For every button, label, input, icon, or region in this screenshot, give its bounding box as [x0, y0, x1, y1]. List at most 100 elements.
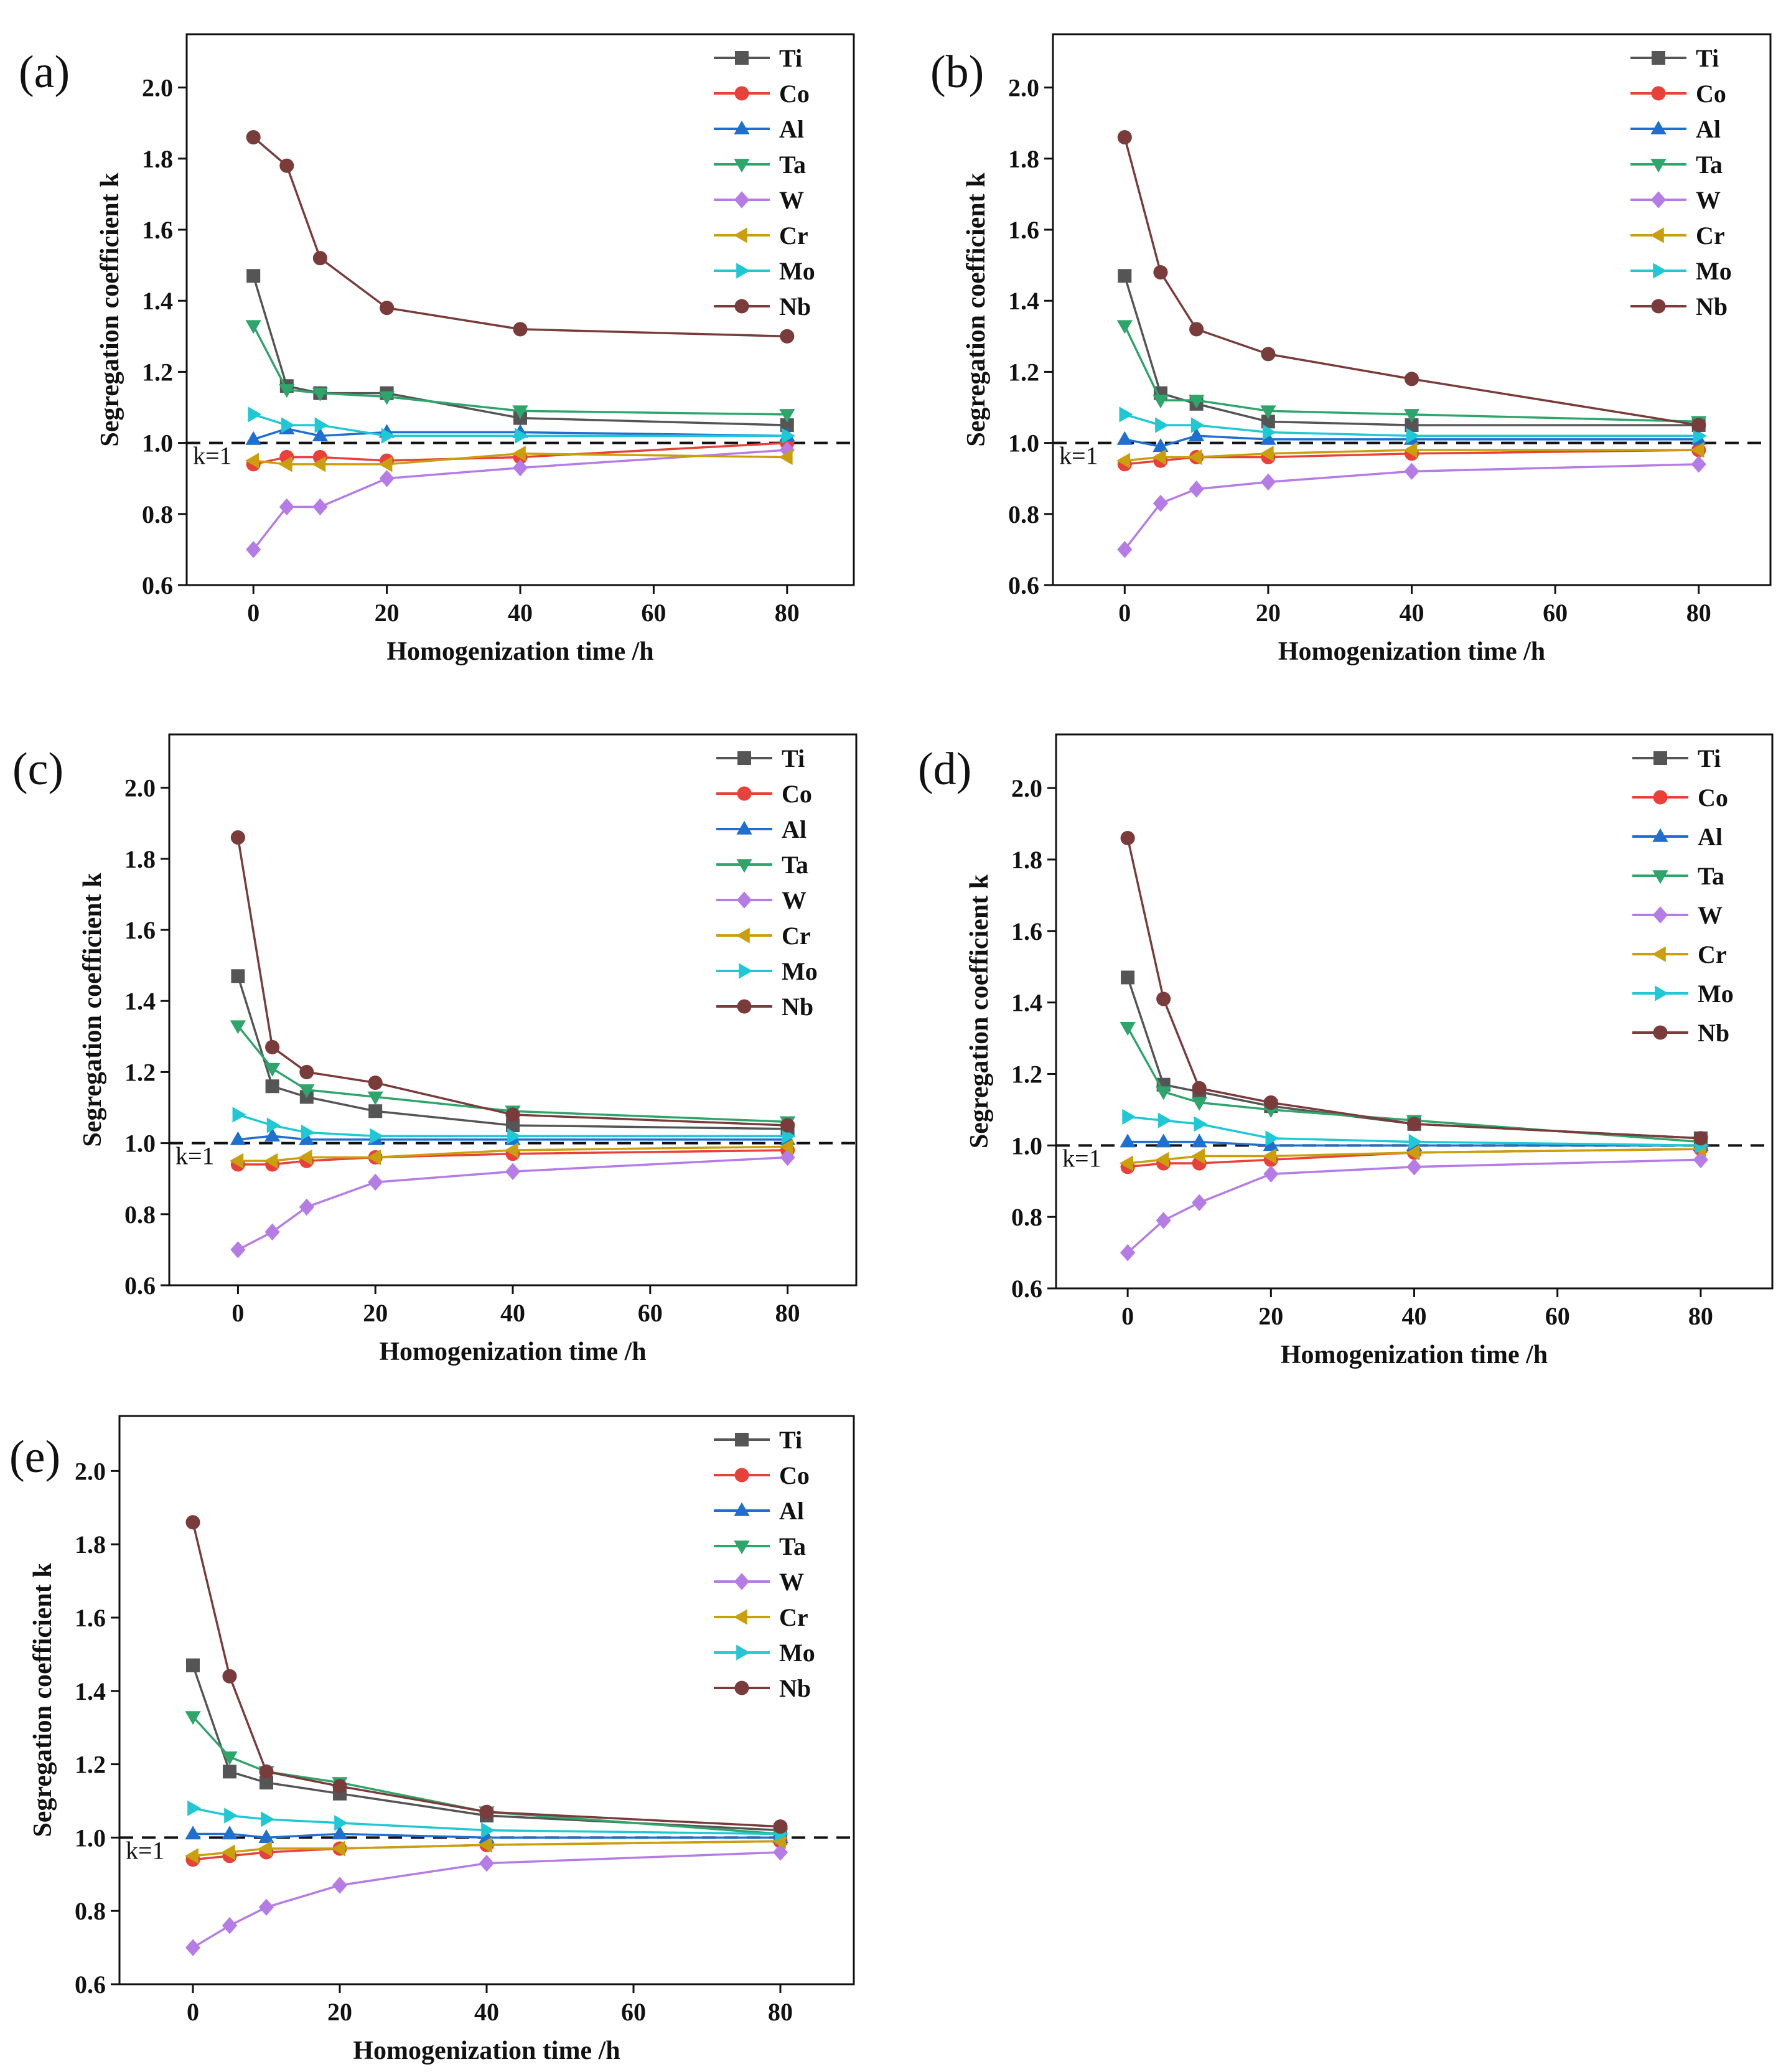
y-tick-label: 1.2 — [1008, 358, 1039, 386]
legend-marker-nb — [1653, 1025, 1668, 1040]
data-point-mo — [334, 1815, 348, 1831]
data-point-w — [1120, 1244, 1136, 1262]
data-point-cr — [1406, 1145, 1420, 1161]
legend-label: Al — [782, 815, 807, 843]
data-point-mo — [224, 1807, 238, 1824]
y-axis-title: Segregation coefficient k — [78, 873, 107, 1147]
y-tick-label: 2.0 — [75, 1457, 106, 1485]
data-point-mo — [1190, 417, 1205, 433]
y-tick-label: 1.0 — [75, 1824, 106, 1852]
data-point-w — [246, 541, 261, 558]
x-tick-label: 80 — [775, 1299, 800, 1327]
legend-marker-ta — [1652, 870, 1668, 884]
data-point-nb — [312, 251, 327, 266]
series-line-w — [192, 1851, 781, 1949]
series-line-nb — [1123, 137, 1699, 426]
y-tick-label: 1.2 — [1011, 1060, 1042, 1088]
series-line-mo — [192, 1807, 781, 1835]
data-point-mo — [187, 1800, 202, 1816]
x-axis-title: Homogenization time /h — [1278, 637, 1545, 666]
data-point-w — [1691, 456, 1706, 473]
chart-panel-a: (a) 0.6 0.8 1.0 1.2 1.4 1.6 1.8 2.0 0 20 40 60 80 Homo… — [19, 33, 855, 666]
y-tick-label: 1.8 — [75, 1531, 106, 1559]
legend-marker-cr — [1650, 227, 1664, 243]
data-point-nb — [1120, 830, 1135, 846]
y-tick-label: 1.4 — [75, 1677, 106, 1705]
data-point-nb — [1189, 322, 1204, 337]
y-tick-label: 1.6 — [75, 1604, 106, 1632]
legend-label: Cr — [782, 922, 811, 950]
x-tick-label: 20 — [363, 1299, 388, 1327]
y-tick-label: 0.6 — [124, 1272, 156, 1300]
data-point-al — [1188, 427, 1205, 441]
data-point-w — [1263, 1165, 1279, 1183]
data-point-w — [1404, 462, 1419, 480]
legend-label: Ti — [782, 744, 805, 772]
y-tick-label: 1.0 — [124, 1130, 156, 1158]
data-point-mo — [515, 428, 529, 444]
y-tick-label: 1.8 — [1011, 846, 1042, 874]
series-line-al — [1128, 1140, 1701, 1147]
data-point-ta — [1153, 395, 1169, 409]
series-line-ta — [252, 325, 787, 416]
legend-marker-cr — [736, 927, 750, 944]
data-point-mo — [1265, 1130, 1279, 1146]
data-point-mo — [301, 1124, 315, 1141]
data-point-nb — [299, 1064, 314, 1079]
series-line-nb — [1126, 838, 1701, 1140]
series-line-nb — [192, 1522, 781, 1828]
data-point-w — [1117, 541, 1133, 558]
legend-marker-cr — [1652, 946, 1666, 962]
y-tick-label: 1.4 — [124, 987, 156, 1015]
legend-label: Ta — [1698, 862, 1724, 890]
chart-panel-c: (c) 0.6 0.8 1.0 1.2 1.4 1.6 1.8 2.0 0 20 40 60 80 Homo… — [12, 733, 858, 1366]
series-line-al — [238, 1135, 788, 1141]
data-point-ta — [1116, 320, 1133, 334]
legend-label: Nb — [1696, 293, 1728, 321]
data-point-mo — [481, 1822, 495, 1839]
series-line-al — [193, 1832, 780, 1839]
data-point-cr — [312, 456, 326, 472]
panel-label: (a) — [19, 47, 70, 98]
data-point-nb — [259, 1764, 274, 1779]
data-point-nb — [1693, 1131, 1708, 1146]
data-point-nb — [246, 130, 261, 145]
legend-marker-al — [736, 820, 752, 835]
data-point-mo — [507, 1128, 521, 1144]
data-point-ti — [506, 1118, 520, 1133]
data-point-ta — [1191, 1097, 1207, 1111]
legend-marker-ti — [737, 751, 751, 765]
data-point-nb — [1261, 347, 1276, 362]
data-point-mo — [1157, 1112, 1172, 1128]
data-point-ti — [186, 1658, 200, 1672]
data-point-nb — [780, 329, 795, 344]
y-tick-label: 1.0 — [142, 429, 173, 457]
legend-label: Mo — [1698, 980, 1734, 1008]
legend-marker-co — [1651, 86, 1666, 101]
legend-marker-co — [734, 86, 749, 101]
legend-label: Ti — [1698, 744, 1721, 772]
data-point-ta — [1120, 1022, 1136, 1036]
data-point-w — [1406, 1158, 1422, 1176]
data-point-w — [1192, 1194, 1207, 1211]
data-point-al — [230, 1131, 246, 1145]
legend-label: Mo — [779, 1639, 815, 1667]
data-point-nb — [513, 322, 528, 337]
data-point-w — [368, 1173, 383, 1191]
y-tick-label: 1.4 — [1011, 989, 1042, 1017]
x-tick-label: 20 — [327, 1998, 352, 2026]
chart-panel-b: (b) 0.6 0.8 1.0 1.2 1.4 1.6 1.8 2.0 0 20 40 60 80 Homo… — [930, 33, 1772, 666]
y-tick-label: 2.0 — [1011, 774, 1042, 802]
legend-label: Al — [1696, 115, 1721, 143]
chart-panel-e: (e) 0.6 0.8 1.0 1.2 1.4 1.6 1.8 2.0 0 20 40 60 80 Homo… — [9, 1415, 855, 2065]
data-point-mo — [1122, 1109, 1136, 1125]
series-line-ti — [252, 275, 787, 426]
data-point-cr — [1403, 442, 1418, 458]
legend-label: Co — [782, 780, 812, 808]
data-point-ta — [312, 387, 329, 401]
data-point-mo — [261, 1811, 275, 1827]
x-tick-label: 0 — [247, 599, 260, 627]
x-tick-label: 60 — [1543, 599, 1568, 627]
data-point-ta — [378, 391, 395, 405]
